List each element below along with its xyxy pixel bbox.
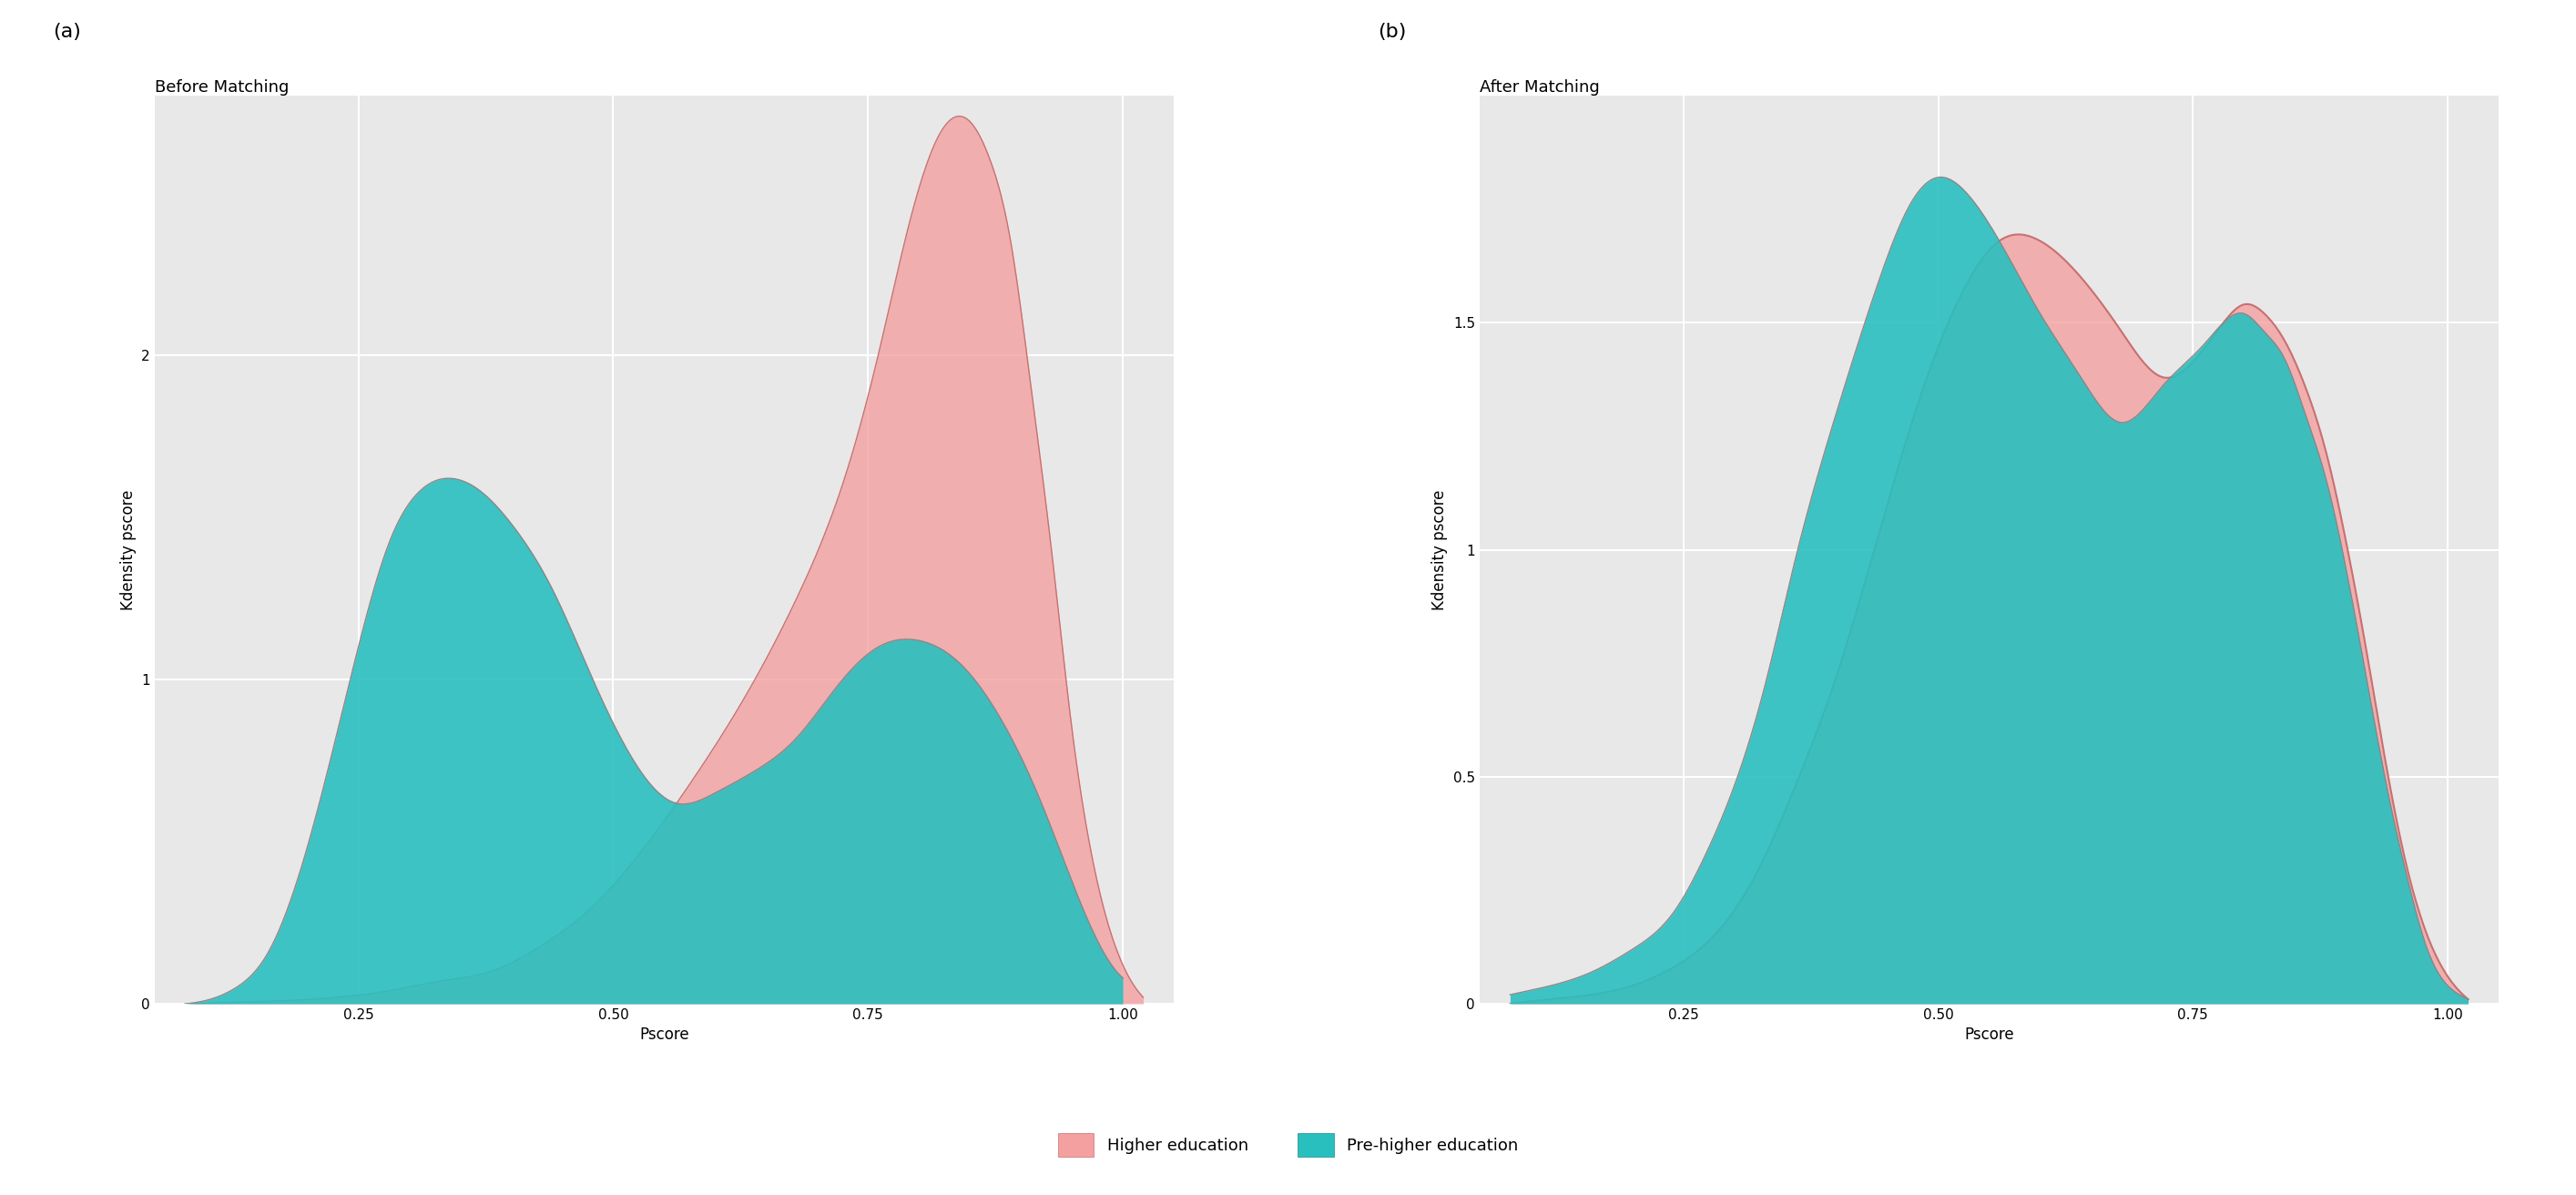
X-axis label: Pscore: Pscore	[639, 1027, 688, 1043]
X-axis label: Pscore: Pscore	[1965, 1027, 2014, 1043]
Text: (b): (b)	[1378, 23, 1406, 41]
Legend: Higher education, Pre-higher education: Higher education, Pre-higher education	[1051, 1127, 1525, 1163]
Text: Before Matching: Before Matching	[155, 79, 289, 96]
Y-axis label: Kdensity pscore: Kdensity pscore	[1432, 490, 1448, 609]
Text: (a): (a)	[52, 23, 80, 41]
Y-axis label: Kdensity pscore: Kdensity pscore	[121, 490, 137, 609]
Text: After Matching: After Matching	[1479, 79, 1600, 96]
